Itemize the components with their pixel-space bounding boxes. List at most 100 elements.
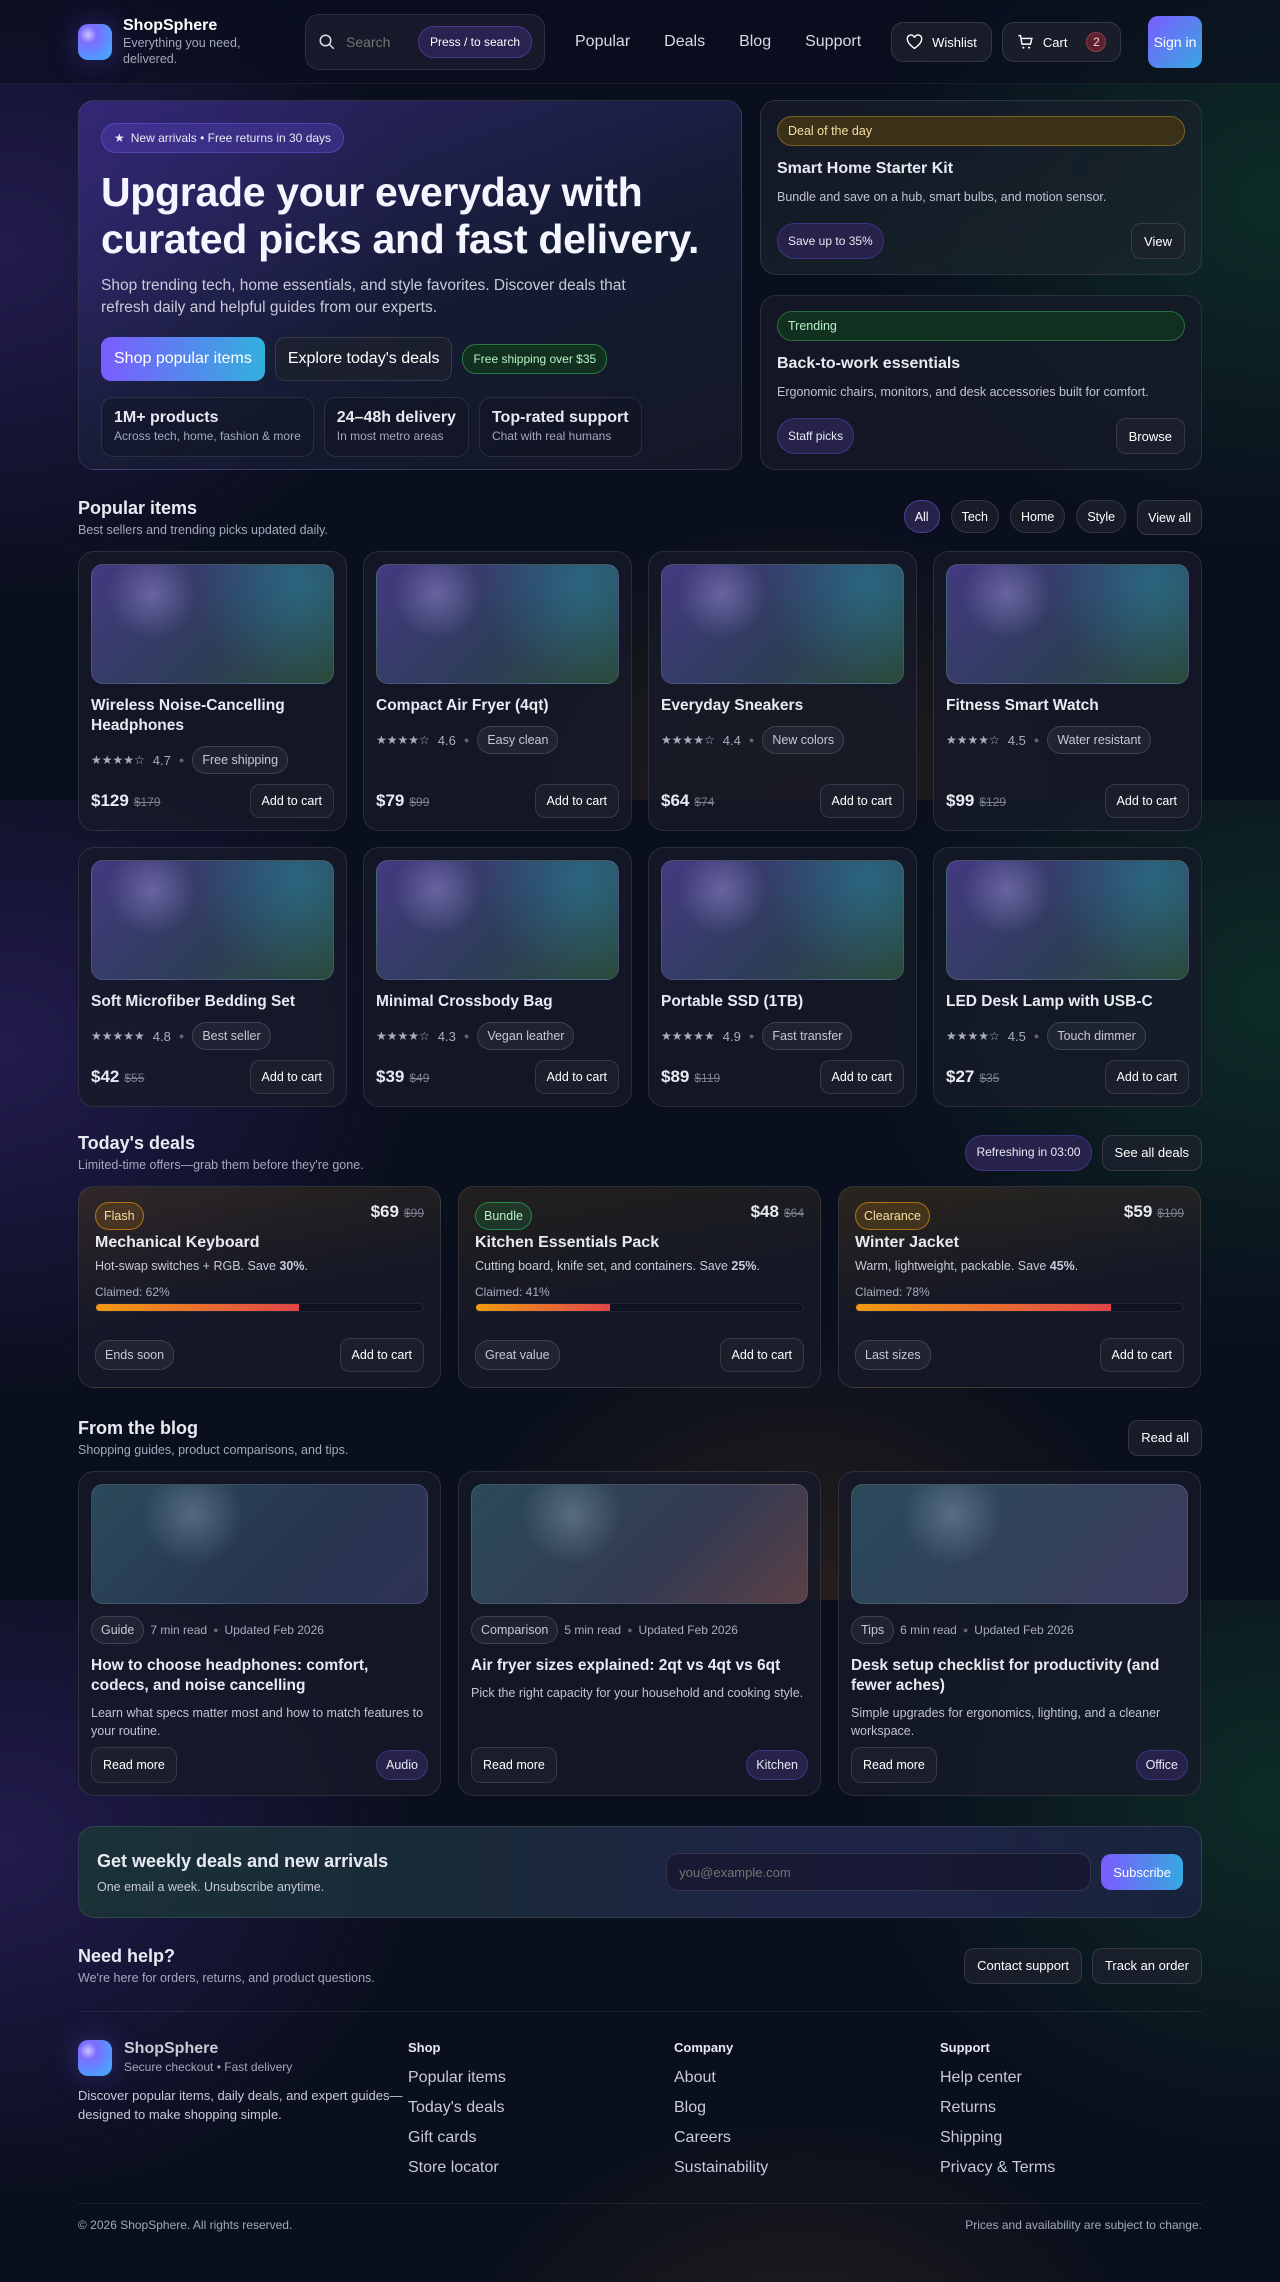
browse-button[interactable]: Browse [1115,418,1185,454]
shop-popular-button[interactable]: Shop popular items [101,337,265,381]
separator-dot: ● [627,1625,633,1635]
blog-image[interactable] [471,1484,808,1604]
footer-link[interactable]: Blog [674,2099,707,2116]
product-name[interactable]: Portable SSD (1TB) [661,993,804,1010]
footer-link[interactable]: Gift cards [408,2129,477,2146]
product-image[interactable] [661,860,904,980]
cart-icon [1018,34,1033,49]
view-button[interactable]: View [1131,223,1185,259]
read-all-button[interactable]: Read all [1128,1419,1202,1456]
search-input[interactable] [346,34,396,50]
add-to-cart-button[interactable]: Add to cart [534,1060,619,1094]
add-to-cart-button[interactable]: Add to cart [534,784,619,818]
product-name[interactable]: Minimal Crossbody Bag [376,993,553,1010]
logo-icon[interactable] [78,24,112,60]
stat-sub: Chat with real humans [491,429,612,443]
product-card[interactable]: Fitness Smart Watch ★★★★☆ 4.5 ● Water resis… [933,551,1202,831]
search-box[interactable]: Press / to search [305,14,545,70]
product-name[interactable]: Compact Air Fryer (4qt) [376,697,549,714]
footer-link[interactable]: Help center [940,2069,1022,2086]
separator-dot: ● [1033,1031,1040,1041]
footer-link[interactable]: Careers [674,2129,731,2146]
add-to-cart-button[interactable]: Add to cart [1104,784,1189,818]
filter-tech[interactable]: Tech [950,500,999,533]
section-title: Today's deals [78,1133,195,1153]
promo-chip: Save up to 35% [777,223,884,259]
footer-link[interactable]: Returns [940,2099,997,2116]
post-title[interactable]: Desk setup checklist for productivity (a… [851,1657,1160,1694]
footer-link[interactable]: Shipping [940,2129,1003,2146]
read-more-button[interactable]: Read more [471,1747,557,1783]
product-name[interactable]: Soft Microfiber Bedding Set [91,993,296,1010]
add-to-cart-button[interactable]: Add to cart [819,784,904,818]
product-tag: Water resistant [1047,726,1151,754]
add-to-cart-button[interactable]: Add to cart [249,784,334,818]
add-to-cart-button[interactable]: Add to cart [1104,1060,1189,1094]
product-name[interactable]: Wireless Noise-Cancelling Headphones [91,697,285,734]
deal-note: Great value [475,1340,560,1370]
help-title: Need help? [78,1946,176,1966]
product-image[interactable] [946,564,1189,684]
subscribe-button[interactable]: Subscribe [1101,1854,1183,1890]
post-title[interactable]: How to choose headphones: comfort, codec… [91,1657,369,1694]
product-card[interactable]: Wireless Noise-Cancelling Headphones ★★★… [78,551,347,831]
nav-support[interactable]: Support [805,33,862,50]
footer-link[interactable]: Today's deals [408,2099,505,2116]
product-card[interactable]: LED Desk Lamp with USB-C ★★★★☆ 4.5 ● Touch … [933,847,1202,1107]
claimed-progress-fill [856,1304,1112,1311]
cart-button[interactable]: Cart 2 [1001,22,1122,62]
explore-deals-button[interactable]: Explore today's deals [274,337,453,381]
promo-title: Back-to-work essentials [777,355,961,372]
nav-deals[interactable]: Deals [664,33,706,50]
add-to-cart-button[interactable]: Add to cart [1099,1338,1184,1372]
deal-save: 30% [279,1259,305,1273]
product-image[interactable] [376,860,619,980]
product-card[interactable]: Everyday Sneakers ★★★★☆ 4.4 ● New colors $6… [648,551,917,831]
separator-dot: ● [463,1031,470,1041]
wishlist-button[interactable]: Wishlist [891,22,992,62]
product-image[interactable] [91,564,334,684]
add-to-cart-button[interactable]: Add to cart [249,1060,334,1094]
filter-all[interactable]: All [903,500,940,533]
product-name[interactable]: Everyday Sneakers [661,697,804,714]
product-image[interactable] [946,860,1189,980]
post-kind: Tips [851,1616,895,1644]
rating-value: 4.7 [152,752,171,768]
post-title[interactable]: Air fryer sizes explained: 2qt vs 4qt vs… [471,1657,781,1674]
product-card[interactable]: Soft Microfiber Bedding Set ★★★★★ 4.8 ● Bes… [78,847,347,1107]
footer-link[interactable]: Privacy & Terms [940,2159,1056,2176]
add-to-cart-button[interactable]: Add to cart [819,1060,904,1094]
product-card[interactable]: Compact Air Fryer (4qt) ★★★★☆ 4.6 ● Easy cl… [363,551,632,831]
filter-home[interactable]: Home [1010,500,1066,533]
product-name[interactable]: LED Desk Lamp with USB-C [946,993,1153,1010]
contact-support-button[interactable]: Contact support [964,1947,1082,1984]
price: $39 [376,1067,405,1086]
deal-name: Winter Jacket [855,1234,959,1251]
read-more-button[interactable]: Read more [91,1747,177,1783]
footer-link[interactable]: Store locator [408,2159,499,2176]
product-image[interactable] [376,564,619,684]
blog-image[interactable] [91,1484,428,1604]
filter-style[interactable]: Style [1076,500,1127,533]
sign-in-button[interactable]: Sign in [1148,16,1202,68]
add-to-cart-button[interactable]: Add to cart [719,1338,804,1372]
blog-image[interactable] [851,1484,1188,1604]
deal-desc: Hot-swap switches + RGB. Save 30%. [95,1259,308,1273]
nav-popular[interactable]: Popular [575,33,631,50]
view-all-button[interactable]: View all [1137,500,1202,535]
footer-link[interactable]: Popular items [408,2069,506,2086]
product-card[interactable]: Portable SSD (1TB) ★★★★★ 4.9 ● Fast transfe… [648,847,917,1107]
stat-sub: In most metro areas [336,429,444,443]
read-more-button[interactable]: Read more [851,1747,937,1783]
add-to-cart-button[interactable]: Add to cart [339,1338,424,1372]
footer-link[interactable]: About [674,2069,716,2086]
product-name[interactable]: Fitness Smart Watch [946,697,1099,714]
see-all-deals-button[interactable]: See all deals [1101,1134,1202,1171]
nav-blog[interactable]: Blog [739,33,772,50]
product-card[interactable]: Minimal Crossbody Bag ★★★★☆ 4.3 ● Vegan lea… [363,847,632,1107]
email-input[interactable] [666,1853,1092,1891]
product-image[interactable] [91,860,334,980]
product-image[interactable] [661,564,904,684]
footer-link[interactable]: Sustainability [674,2159,769,2176]
track-order-button[interactable]: Track an order [1091,1947,1202,1984]
